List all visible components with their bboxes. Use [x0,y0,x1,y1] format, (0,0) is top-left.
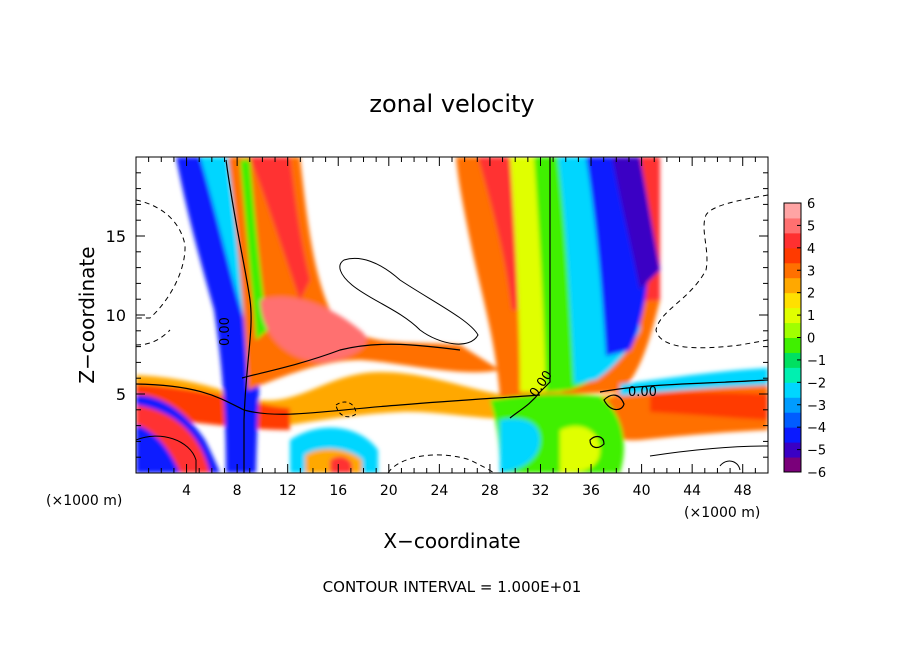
colorbar-swatch [784,382,801,398]
colorbar-swatch [784,232,801,249]
colorbar-swatch [784,307,801,324]
colorbar-tick-label: 0 [807,332,815,347]
colorbar-swatch [784,427,801,443]
colorbar: 6 5 4 3 2 1 0 −1 −2 −3 −4 −5 −6 [783,197,826,481]
colorbar-swatch [784,203,801,219]
velocity-field [136,157,768,473]
colorbar-tick-label: 3 [807,264,815,279]
colorbar-tick-label: −5 [807,444,826,459]
x-tick-label: 28 [481,483,499,499]
colorbar-swatch [784,277,801,294]
colorbar-swatch [784,322,801,338]
colorbar-tick-label: 4 [807,242,815,257]
colorbar-swatch [784,262,801,279]
x-tick-label: 16 [329,483,347,499]
colorbar-swatch [784,367,801,383]
x-tick-label: 32 [532,483,550,499]
colorbar-tick-label: 1 [807,309,815,324]
x-tick-label: 44 [683,483,701,499]
x-tick-label: 40 [633,483,651,499]
colorbar-tick-label: −3 [807,399,826,414]
x-axis-label: X−coordinate [383,529,520,553]
x-tick-label: 8 [233,483,242,499]
contour-interval-note: CONTOUR INTERVAL = 1.000E+01 [323,578,582,596]
y-tick-label: 10 [106,306,126,325]
colorbar-swatch [784,412,801,428]
colorbar-swatch [784,352,801,368]
colorbar-swatch [784,217,801,234]
colorbar-tick-label: −6 [807,466,826,481]
colorbar-tick-label: −1 [807,354,826,369]
colorbar-swatch [784,247,801,264]
colorbar-swatch [784,292,801,309]
colorbar-swatch [784,337,801,353]
x-axis-unit-left: (×1000 m) [46,493,122,509]
plot-area [136,157,768,473]
x-tick-label: 4 [182,483,191,499]
x-axis-unit-right: (×1000 m) [684,505,760,521]
colorbar-tick-label: −2 [807,376,826,391]
colorbar-tick-label: 5 [807,219,815,234]
contour-label: 0.00 [218,317,233,346]
x-tick-label: 24 [430,483,448,499]
colorbar-tick-label: 2 [807,287,815,302]
x-tick-label: 48 [734,483,752,499]
colorbar-tick-label: −4 [807,421,826,436]
x-tick-label: 36 [582,483,600,499]
y-axis-label: Z−coordinate [75,246,99,383]
colorbar-swatch [784,397,801,413]
colorbar-swatch [784,442,801,458]
y-tick-label: 15 [106,227,126,246]
x-tick-label: 20 [380,483,398,499]
colorbar-tick-label: 6 [807,197,815,212]
y-tick-label: 5 [116,385,126,404]
chart-title: zonal velocity [369,90,534,118]
colorbar-swatch [784,457,801,473]
x-axis: 4 8 12 16 20 24 28 32 36 40 44 48 [148,157,756,499]
contour-label: 0.00 [628,385,657,400]
contour-lines [136,157,768,473]
x-tick-label: 12 [279,483,297,499]
y-axis: 5 10 15 [106,172,768,458]
